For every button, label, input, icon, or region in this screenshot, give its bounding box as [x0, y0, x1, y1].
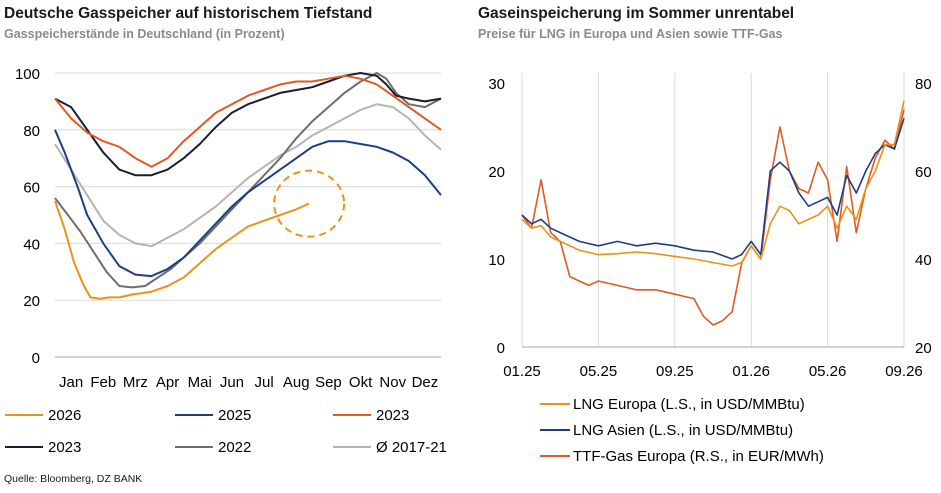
- x-tick-label: 05.25: [580, 363, 618, 380]
- series-line-2023: [54, 74, 442, 168]
- y-left-tick-label: 30: [488, 76, 505, 93]
- highlight-circle: [273, 169, 346, 238]
- series-line-2025: [54, 129, 442, 278]
- y-tick-label: 60: [23, 180, 40, 197]
- left-chart-title: Deutsche Gasspeicher auf historischem Ti…: [4, 5, 373, 22]
- legend-label-2025: 2025: [218, 407, 251, 424]
- x-tick-label: 05.26: [809, 363, 847, 380]
- y-tick-label: 20: [23, 293, 40, 310]
- series-line-2017-21: [54, 103, 442, 248]
- y-tick-label: 80: [23, 123, 40, 140]
- legend-label-2022: 2022: [218, 439, 251, 456]
- y-left-tick-label: 20: [488, 164, 505, 181]
- left-chart: 0 20 40 60 80 100 Jan Feb Mrz Apr Mai Jun Jul Aug Sep O…: [5, 66, 447, 456]
- source-note: Quelle: Bloomberg, DZ BANK: [4, 473, 143, 485]
- series-line-2026: [54, 200, 310, 300]
- right-chart-subtitle: Preise für LNG in Europa und Asien sowie…: [478, 27, 783, 41]
- x-tick-label: 01.25: [503, 363, 541, 380]
- x-tick-label: 09.26: [885, 363, 923, 380]
- x-tick-label: Nov: [379, 374, 406, 391]
- x-tick-label: Feb: [90, 374, 116, 391]
- right-chart-title: Gaseinspeicherung im Sommer unrentabel: [478, 5, 795, 22]
- series-line-2022: [54, 72, 442, 289]
- x-tick-label: Apr: [156, 374, 179, 391]
- series-line-lng-europa-l-s-in-usd-mmbtu: [521, 100, 905, 267]
- legend-label-2023: 2023: [48, 439, 81, 456]
- x-tick-label: Aug: [283, 374, 310, 391]
- x-tick-label: Jun: [220, 374, 244, 391]
- legend-label-2023: 2023: [376, 407, 409, 424]
- y-right-tick-label: 20: [915, 340, 932, 357]
- right-chart: 01.25 05.25 09.25 01.26 05.26 09.26 0 10 20 30 20 4…: [488, 73, 932, 465]
- y-right-tick-label: 40: [915, 252, 932, 269]
- legend-label-lng-europa-l-s-in-usd-mmbtu: LNG Europa (L.S., in USD/MMBtu): [573, 396, 805, 413]
- x-tick-label: Jan: [59, 374, 83, 391]
- legend-label-ttf-gas-europa-r-s-in-eur-mwh: TTF-Gas Europa (R.S., in EUR/MWh): [573, 448, 824, 465]
- legend-label-2026: 2026: [48, 407, 81, 424]
- x-tick-label: 09.25: [656, 363, 694, 380]
- x-tick-label: Sep: [315, 374, 342, 391]
- y-right-tick-label: 60: [915, 164, 932, 181]
- x-tick-label: Mrz: [123, 374, 148, 391]
- x-tick-label: Jul: [254, 374, 273, 391]
- y-tick-label: 0: [32, 350, 40, 367]
- y-left-tick-label: 0: [497, 340, 505, 357]
- x-tick-label: Dez: [412, 374, 439, 391]
- series-line-lng-asien-l-s-in-usd-mmbtu: [521, 117, 905, 260]
- x-tick-label: Mai: [188, 374, 212, 391]
- x-tick-label: Okt: [349, 374, 373, 391]
- y-tick-label: 40: [23, 236, 40, 253]
- series-line-2023: [54, 72, 442, 177]
- y-right-tick-label: 80: [915, 76, 932, 93]
- legend-label-2017-21: Ø 2017-21: [376, 439, 447, 456]
- legend-label-lng-asien-l-s-in-usd-mmbtu: LNG Asien (L.S., in USD/MMBtu): [573, 422, 793, 439]
- series-line-ttf-gas-europa-r-s-in-eur-mwh: [521, 109, 905, 326]
- y-left-tick-label: 10: [488, 252, 505, 269]
- y-tick-label: 100: [15, 66, 40, 83]
- x-tick-label: 01.26: [732, 363, 770, 380]
- left-chart-subtitle: Gasspeicherstände in Deutschland (in Pro…: [4, 27, 285, 41]
